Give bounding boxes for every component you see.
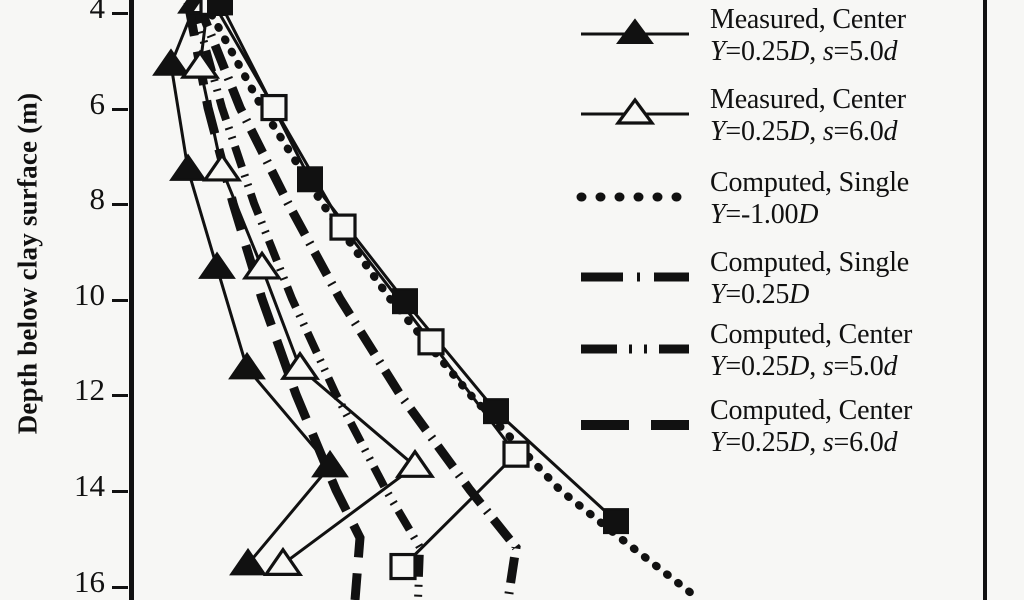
long-dash-legend-icon xyxy=(581,420,689,430)
legend-symbol-line-open-triangle xyxy=(575,97,695,131)
legend-label-line2: Y=0.25D, s=5.0d xyxy=(710,351,898,383)
legend-label-1: Measured, Center Y=0.25D, s=6.0d xyxy=(710,84,985,149)
legend-label-line1: Measured, Center xyxy=(710,4,906,35)
legend-symbol-dash-dot xyxy=(575,260,695,294)
data-point-marker xyxy=(201,152,243,182)
data-point-marker xyxy=(260,93,288,122)
legend-symbol-long-dash xyxy=(575,408,695,442)
legend-label-line2: Y=0.25D, s=6.0d xyxy=(710,427,898,459)
legend-label-3: Computed, Single Y=0.25D xyxy=(710,247,985,312)
data-point-marker xyxy=(241,250,283,280)
y-tick-mark-8 xyxy=(112,203,128,207)
y-tick-mark-4 xyxy=(112,11,128,15)
data-point-marker xyxy=(417,328,445,356)
line-filled-triangle-legend-icon xyxy=(581,18,689,44)
legend-label-0: Measured, Center Y=0.25D, s=5.0d xyxy=(710,4,985,69)
dash-dot-legend-icon xyxy=(581,272,689,282)
series-line-3 xyxy=(218,1,618,523)
data-point-marker xyxy=(329,213,357,241)
data-point-marker xyxy=(394,448,436,478)
data-point-marker xyxy=(229,547,267,576)
y-tick-mark-10 xyxy=(112,298,128,302)
legend-label-line2: Y=0.25D xyxy=(710,279,810,311)
data-point-marker xyxy=(179,49,221,79)
series-line-6 xyxy=(189,1,425,600)
legend-label-4: Computed, Center Y=0.25D, s=5.0d xyxy=(710,319,985,384)
y-tick-label-10: 10 xyxy=(74,276,105,312)
legend-symbol-dash-dot-dot xyxy=(575,332,695,366)
y-tick-label-16: 16 xyxy=(74,563,105,599)
legend-label-line1: Measured, Center xyxy=(710,84,906,115)
y-tick-mark-14 xyxy=(112,490,128,494)
legend-label-2: Computed, Single Y=-1.00D xyxy=(710,167,985,232)
series-line-5 xyxy=(193,0,521,600)
y-tick-mark-12 xyxy=(112,394,128,398)
data-point-marker xyxy=(392,288,418,315)
y-tick-label-6: 6 xyxy=(89,85,106,121)
y-tick-label-4: 4 xyxy=(89,0,106,25)
data-point-marker xyxy=(279,350,321,380)
y-tick-label-14: 14 xyxy=(74,468,105,504)
legend-label-line2: Y=0.25D, s=5.0d xyxy=(710,36,898,68)
legend-label-line1: Computed, Single xyxy=(710,167,910,198)
plot-right-border xyxy=(983,0,987,600)
series-line-7 xyxy=(183,1,365,600)
y-tick-mark-16 xyxy=(112,585,128,589)
legend-label-line1: Computed, Center xyxy=(710,319,913,350)
legend: Measured, Center Y=0.25D, s=5.0d Measured,… xyxy=(575,0,985,500)
data-point-marker xyxy=(483,398,509,425)
y-tick-mark-6 xyxy=(112,107,128,111)
data-point-marker xyxy=(311,449,349,478)
data-point-marker xyxy=(603,508,629,535)
legend-label-5: Computed, Center Y=0.25D, s=6.0d xyxy=(710,395,985,460)
legend-label-line2: Y=0.25D, s=6.0d xyxy=(710,116,898,148)
data-point-marker xyxy=(228,351,266,380)
data-point-marker xyxy=(297,166,323,193)
y-tick-label-12: 12 xyxy=(74,372,105,408)
legend-label-line2: Y=-1.00D xyxy=(710,199,819,231)
y-axis-line xyxy=(129,0,134,600)
legend-label-line1: Computed, Center xyxy=(710,395,913,426)
y-tick-label-8: 8 xyxy=(89,181,106,217)
line-open-triangle-legend-icon xyxy=(581,97,689,125)
y-axis-tick-labels: 4 6 8 10 12 14 16 xyxy=(30,0,105,600)
data-point-marker xyxy=(262,546,304,576)
legend-label-line1: Computed, Single xyxy=(710,247,910,278)
data-point-marker xyxy=(169,153,207,181)
data-point-marker xyxy=(502,440,530,468)
legend-symbol-line-filled-triangle xyxy=(575,17,695,51)
data-point-marker xyxy=(152,48,190,76)
dash-dot-dot-legend-icon xyxy=(581,344,689,354)
dotted-legend-icon xyxy=(576,192,694,202)
series-line-2 xyxy=(211,1,518,568)
legend-symbol-dotted xyxy=(575,180,695,214)
data-point-marker xyxy=(389,552,417,581)
data-point-marker xyxy=(207,0,233,16)
data-point-marker xyxy=(198,251,236,279)
